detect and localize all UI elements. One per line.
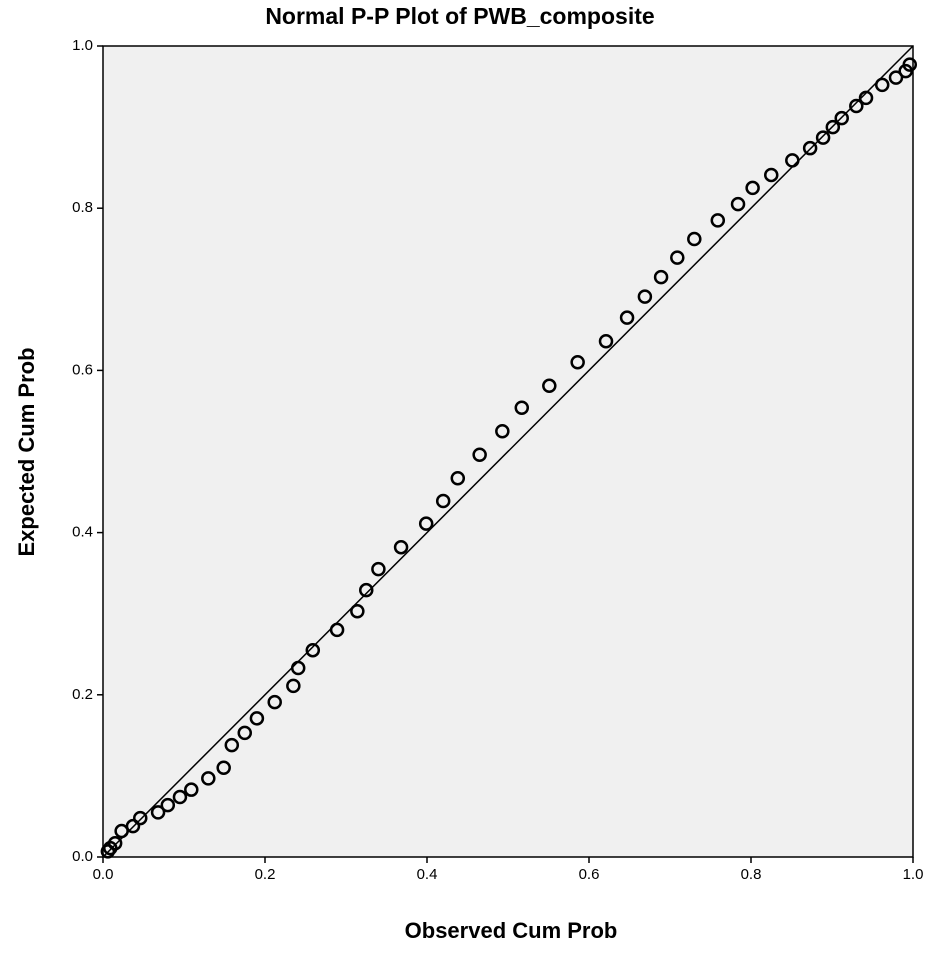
data-point (570, 355, 585, 370)
data-point (670, 250, 685, 265)
data-point (160, 797, 176, 813)
y-tick-label: 0.0 (72, 848, 93, 865)
data-point (224, 737, 240, 753)
data-point (802, 140, 818, 156)
data-point (874, 77, 890, 93)
data-point (764, 167, 779, 183)
reference-line (102, 45, 914, 858)
data-point (495, 423, 510, 439)
x-tick-label: 0.4 (417, 866, 438, 883)
data-point (172, 789, 188, 805)
data-point (133, 810, 148, 826)
data-point (745, 180, 760, 196)
data-point (435, 493, 451, 509)
data-point (359, 582, 374, 598)
data-point (858, 90, 874, 106)
data-point (237, 725, 252, 741)
y-tick-label: 0.6 (72, 361, 93, 378)
data-point (834, 110, 849, 126)
data-point (450, 471, 466, 486)
data-point (107, 835, 123, 851)
data-point (201, 771, 216, 786)
x-tick-label: 0.6 (579, 866, 600, 883)
data-point (815, 130, 831, 145)
data-point (902, 57, 918, 72)
data-point (710, 213, 726, 228)
data-point (730, 196, 746, 212)
data-point (514, 400, 530, 415)
y-axis-label: Expected Cum Prob (14, 347, 39, 556)
data-point (619, 310, 635, 325)
data-point (393, 539, 409, 555)
x-axis-label: Observed Cum Prob (405, 918, 618, 943)
data-point (418, 516, 434, 531)
data-point (150, 805, 166, 820)
data-point (249, 711, 265, 726)
x-tick-label: 0.2 (255, 866, 276, 883)
data-point (849, 98, 864, 114)
y-tick-label: 1.0 (72, 37, 93, 54)
data-point (267, 694, 282, 710)
data-point (329, 622, 345, 638)
data-point (637, 289, 653, 304)
data-point (785, 153, 800, 168)
y-tick-label: 0.2 (72, 686, 93, 703)
data-point (350, 604, 365, 619)
x-tick-label: 0.8 (741, 866, 762, 883)
data-point (184, 782, 199, 797)
data-point (216, 760, 231, 776)
data-point (472, 447, 487, 462)
x-tick-label: 1.0 (903, 866, 924, 883)
data-point (125, 818, 141, 834)
data-point (542, 378, 557, 394)
data-point (825, 119, 841, 135)
data-point (598, 333, 614, 349)
data-point (687, 231, 702, 247)
x-tick-label: 0.0 (93, 866, 114, 883)
data-point (888, 70, 904, 85)
data-point (371, 561, 386, 577)
data-point (286, 678, 301, 694)
data-point (305, 642, 321, 658)
y-tick-label: 0.8 (72, 199, 93, 216)
y-tick-label: 0.4 (72, 524, 93, 541)
data-point (290, 660, 306, 676)
chart-title: Normal P-P Plot of PWB_composite (265, 3, 654, 29)
data-point (653, 269, 669, 285)
